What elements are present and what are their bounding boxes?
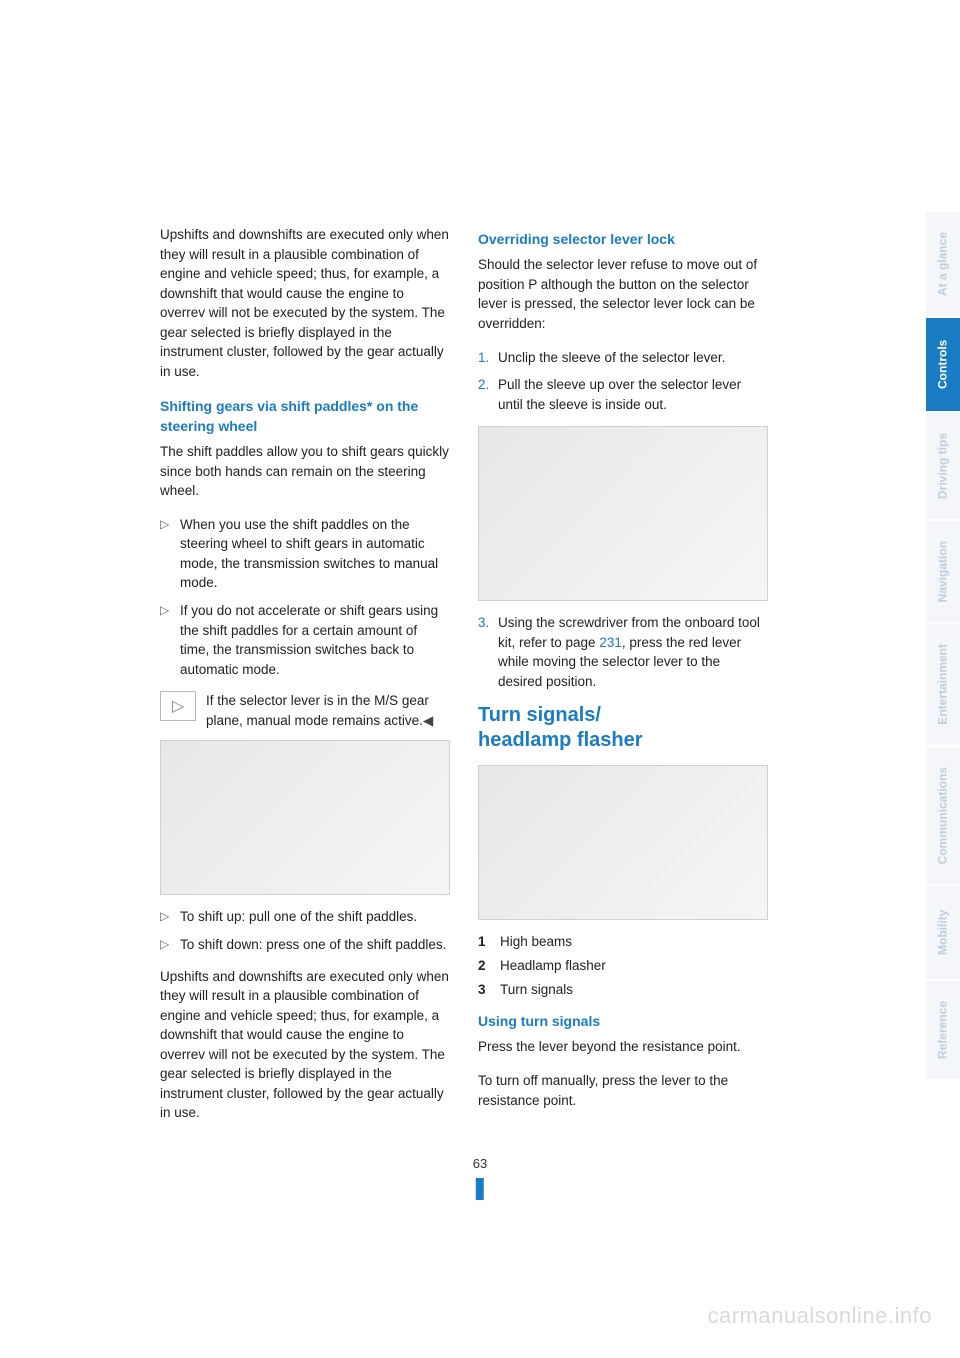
- tab-reference[interactable]: Reference: [926, 979, 960, 1079]
- triangle-icon: ▷: [160, 907, 180, 927]
- list-text: When you use the shift paddles on the st…: [180, 515, 450, 593]
- heading-turn-signals: Turn signals/ headlamp flasher: [478, 703, 768, 753]
- watermark: carmanualsonline.info: [707, 1300, 932, 1332]
- legend-number: 3: [478, 980, 500, 1000]
- body-text: Should the selector lever refuse to move…: [478, 255, 768, 333]
- list-text: Using the screwdriver from the onboard t…: [498, 613, 768, 691]
- body-text: Upshifts and downshifts are executed onl…: [160, 225, 450, 382]
- list-text: To shift up: pull one of the shift paddl…: [180, 907, 450, 927]
- list-text: To shift down: press one of the shift pa…: [180, 935, 450, 955]
- list-item: ▷ When you use the shift paddles on the …: [160, 515, 450, 593]
- page-reference-link[interactable]: 231: [599, 635, 622, 650]
- body-text: To turn off manually, press the lever to…: [478, 1071, 768, 1110]
- list-number: 3.: [478, 613, 498, 691]
- list-item: 3. Using the screwdriver from the onboar…: [478, 613, 768, 691]
- section-tabs: At a glance Controls Driving tips Naviga…: [926, 210, 960, 1079]
- legend-item: 2 Headlamp flasher: [478, 956, 768, 976]
- list-number: 2.: [478, 375, 498, 414]
- heading-override-lock: Overriding selector lever lock: [478, 229, 768, 249]
- page-number-mark-icon: [476, 1178, 484, 1200]
- end-mark-icon: ◀: [423, 713, 433, 728]
- bullet-list: ▷ To shift up: pull one of the shift pad…: [160, 907, 450, 954]
- note-callout: ▷ If the selector lever is in the M/S ge…: [160, 691, 450, 730]
- note-text: If the selector lever is in the M/S gear…: [206, 691, 450, 730]
- list-text: Pull the sleeve up over the selector lev…: [498, 375, 768, 414]
- legend-item: 1 High beams: [478, 932, 768, 952]
- numbered-list: 1. Unclip the sleeve of the selector lev…: [478, 348, 768, 415]
- triangle-icon: ▷: [160, 601, 180, 679]
- body-text: Upshifts and downshifts are executed onl…: [160, 967, 450, 1124]
- figure-shift-paddles: [160, 740, 450, 895]
- tab-driving-tips[interactable]: Driving tips: [926, 411, 960, 519]
- list-number: 1.: [478, 348, 498, 368]
- tab-communications[interactable]: Communications: [926, 745, 960, 884]
- tab-navigation[interactable]: Navigation: [926, 519, 960, 622]
- list-item: 1. Unclip the sleeve of the selector lev…: [478, 348, 768, 368]
- legend-text: Headlamp flasher: [500, 956, 606, 976]
- legend-number: 2: [478, 956, 500, 976]
- list-text: Unclip the sleeve of the selector lever.: [498, 348, 768, 368]
- left-column: Upshifts and downshifts are executed onl…: [160, 225, 450, 1137]
- heading-using-turn-signals: Using turn signals: [478, 1011, 768, 1031]
- tab-at-a-glance[interactable]: At a glance: [926, 210, 960, 316]
- legend-number: 1: [478, 932, 500, 952]
- numbered-list: 3. Using the screwdriver from the onboar…: [478, 613, 768, 691]
- figure-turn-signal-lever: [478, 765, 768, 920]
- body-text: Press the lever beyond the resistance po…: [478, 1037, 768, 1057]
- note-icon: ▷: [160, 691, 196, 721]
- list-item: 2. Pull the sleeve up over the selector …: [478, 375, 768, 414]
- triangle-icon: ▷: [160, 515, 180, 593]
- tab-mobility[interactable]: Mobility: [926, 884, 960, 979]
- figure-selector-lever: [478, 426, 768, 601]
- legend-text: High beams: [500, 932, 572, 952]
- heading-shift-paddles: Shifting gears via shift paddles* on the…: [160, 396, 450, 437]
- triangle-icon: ▷: [160, 935, 180, 955]
- list-item: ▷ To shift up: pull one of the shift pad…: [160, 907, 450, 927]
- legend-text: Turn signals: [500, 980, 573, 1000]
- right-column: Overriding selector lever lock Should th…: [478, 225, 768, 1137]
- list-text: If you do not accelerate or shift gears …: [180, 601, 450, 679]
- list-item: ▷ If you do not accelerate or shift gear…: [160, 601, 450, 679]
- body-text: The shift paddles allow you to shift gea…: [160, 442, 450, 501]
- bullet-list: ▷ When you use the shift paddles on the …: [160, 515, 450, 680]
- list-item: ▷ To shift down: press one of the shift …: [160, 935, 450, 955]
- legend-item: 3 Turn signals: [478, 980, 768, 1000]
- tab-controls[interactable]: Controls: [926, 316, 960, 411]
- page-content: Upshifts and downshifts are executed onl…: [0, 0, 960, 1197]
- tab-entertainment[interactable]: Entertainment: [926, 622, 960, 745]
- page-number: 63: [473, 1155, 487, 1200]
